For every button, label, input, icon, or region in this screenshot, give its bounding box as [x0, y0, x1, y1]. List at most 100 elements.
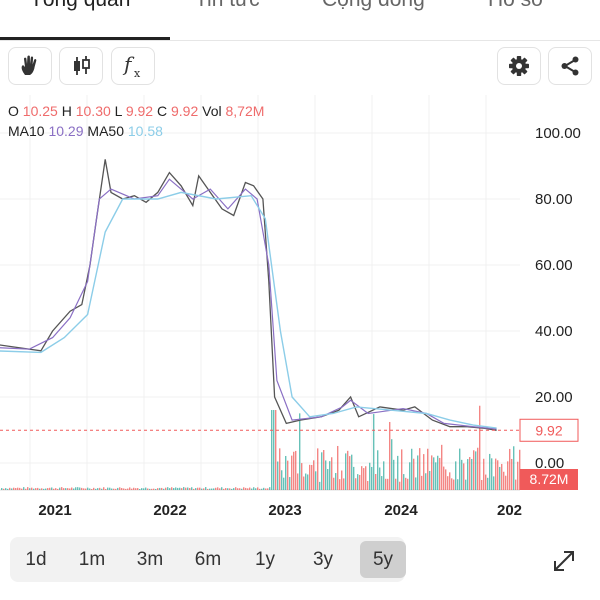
volume-bar: [55, 488, 57, 490]
volume-bar: [37, 487, 39, 490]
volume-bar: [427, 448, 429, 490]
volume-bar: [173, 488, 175, 490]
ma50-label: MA50: [87, 123, 124, 139]
volume-bar: [25, 488, 27, 490]
ma50-value: 10.58: [127, 123, 163, 139]
volume-bar: [379, 467, 381, 490]
volume-bar: [201, 488, 203, 490]
volume-bar: [9, 487, 11, 490]
volume-bar: [185, 487, 187, 490]
volume-bar: [395, 478, 397, 490]
volume-bar: [385, 478, 387, 490]
volume-bar: [265, 488, 267, 490]
volume-bar: [313, 460, 315, 490]
tab-community[interactable]: Cộng đồng: [322, 0, 425, 12]
volume-bar: [231, 488, 233, 490]
volume-bar: [199, 487, 201, 490]
volume-bar: [479, 405, 481, 490]
volume-bar: [389, 421, 391, 490]
last-price-marker: 9.92 8.72M: [0, 418, 579, 490]
volume-bar: [495, 458, 497, 490]
volume-bar: [303, 476, 305, 490]
tab-overview[interactable]: Tổng quan: [30, 0, 130, 12]
volume-bar: [251, 488, 253, 490]
volume-bar: [431, 455, 433, 490]
volume-bar: [13, 487, 15, 490]
price-line: [0, 159, 497, 431]
ma10-value: 10.29: [48, 123, 84, 139]
volume-bar: [357, 474, 359, 490]
volume-bar: [361, 466, 363, 490]
range-6m[interactable]: 6m: [194, 549, 222, 570]
volume-bar: [65, 488, 67, 490]
volume-bar: [51, 487, 53, 490]
volume-bar: [301, 463, 303, 490]
volume-bar: [477, 447, 479, 490]
volume-bar: [463, 463, 465, 490]
volume-bar: [169, 488, 171, 490]
volume-bar: [349, 456, 351, 490]
volume-bar: [471, 458, 473, 490]
volume-bar: [143, 488, 145, 490]
volume-bar: [189, 487, 191, 490]
volume-bar: [259, 488, 261, 490]
indicator-function-button[interactable]: f x: [111, 47, 155, 85]
volume-bar: [163, 488, 165, 490]
volume-bar: [453, 479, 455, 490]
volume-bar: [307, 474, 309, 490]
volume-bar: [421, 475, 423, 490]
volume-bar: [367, 480, 369, 490]
volume-bar: [419, 448, 421, 490]
volume-bar: [327, 469, 329, 490]
volume-bar: [33, 488, 35, 490]
volume-bar: [321, 452, 323, 490]
candlestick-chart-button[interactable]: [59, 47, 103, 85]
volume-bar: [207, 488, 209, 490]
volume-bar: [93, 487, 95, 490]
price-chart[interactable]: 9.92 8.72M 100.00 80.00 60.00 40.00 20.00 0.00…: [0, 95, 600, 525]
settings-button[interactable]: [497, 47, 541, 85]
range-5y[interactable]: 5y: [360, 541, 406, 578]
volume-bar: [135, 488, 137, 490]
tab-profile[interactable]: Hồ sơ: [488, 0, 545, 12]
range-1y[interactable]: 1y: [254, 549, 276, 570]
share-button[interactable]: [548, 47, 592, 85]
volume-bar: [87, 487, 89, 490]
hand-draw-button[interactable]: [8, 47, 52, 85]
volume-bar: [405, 477, 407, 490]
volume-label: Vol: [202, 103, 222, 119]
volume-bar: [309, 464, 311, 490]
volume-bar: [23, 487, 25, 490]
volume-bar: [227, 488, 229, 490]
volume-bar: [53, 488, 55, 490]
volume-bar: [475, 451, 477, 490]
volume-value: 8,72M: [225, 103, 265, 119]
volume-bar: [347, 450, 349, 490]
hand-draw-icon: [21, 55, 37, 75]
volume-bar: [317, 448, 319, 490]
volume-bar: [35, 488, 37, 490]
volume-bar: [271, 410, 273, 490]
range-3m[interactable]: 3m: [136, 549, 164, 570]
volume-bar: [139, 488, 141, 490]
volume-bar: [507, 461, 509, 490]
low-label: L: [114, 103, 122, 119]
close-label: C: [156, 103, 168, 119]
range-1d[interactable]: 1d: [25, 549, 47, 570]
volume-bar: [249, 487, 251, 490]
volume-bar: [177, 487, 179, 490]
volume-bar: [133, 487, 135, 490]
volume-bar: [417, 455, 419, 490]
volume-bar: [311, 464, 313, 490]
tab-news[interactable]: Tin tức: [195, 0, 260, 12]
range-1m[interactable]: 1m: [78, 549, 106, 570]
volume-bar: [241, 488, 243, 490]
volume-bar: [299, 413, 301, 490]
volume-bar: [461, 459, 463, 490]
volume-bar: [237, 488, 239, 490]
volume-bar: [483, 458, 485, 490]
expand-arrows-icon[interactable]: [548, 545, 580, 577]
volume-bar: [411, 448, 413, 490]
volume-bar: [315, 471, 317, 490]
range-3y[interactable]: 3y: [312, 549, 334, 570]
